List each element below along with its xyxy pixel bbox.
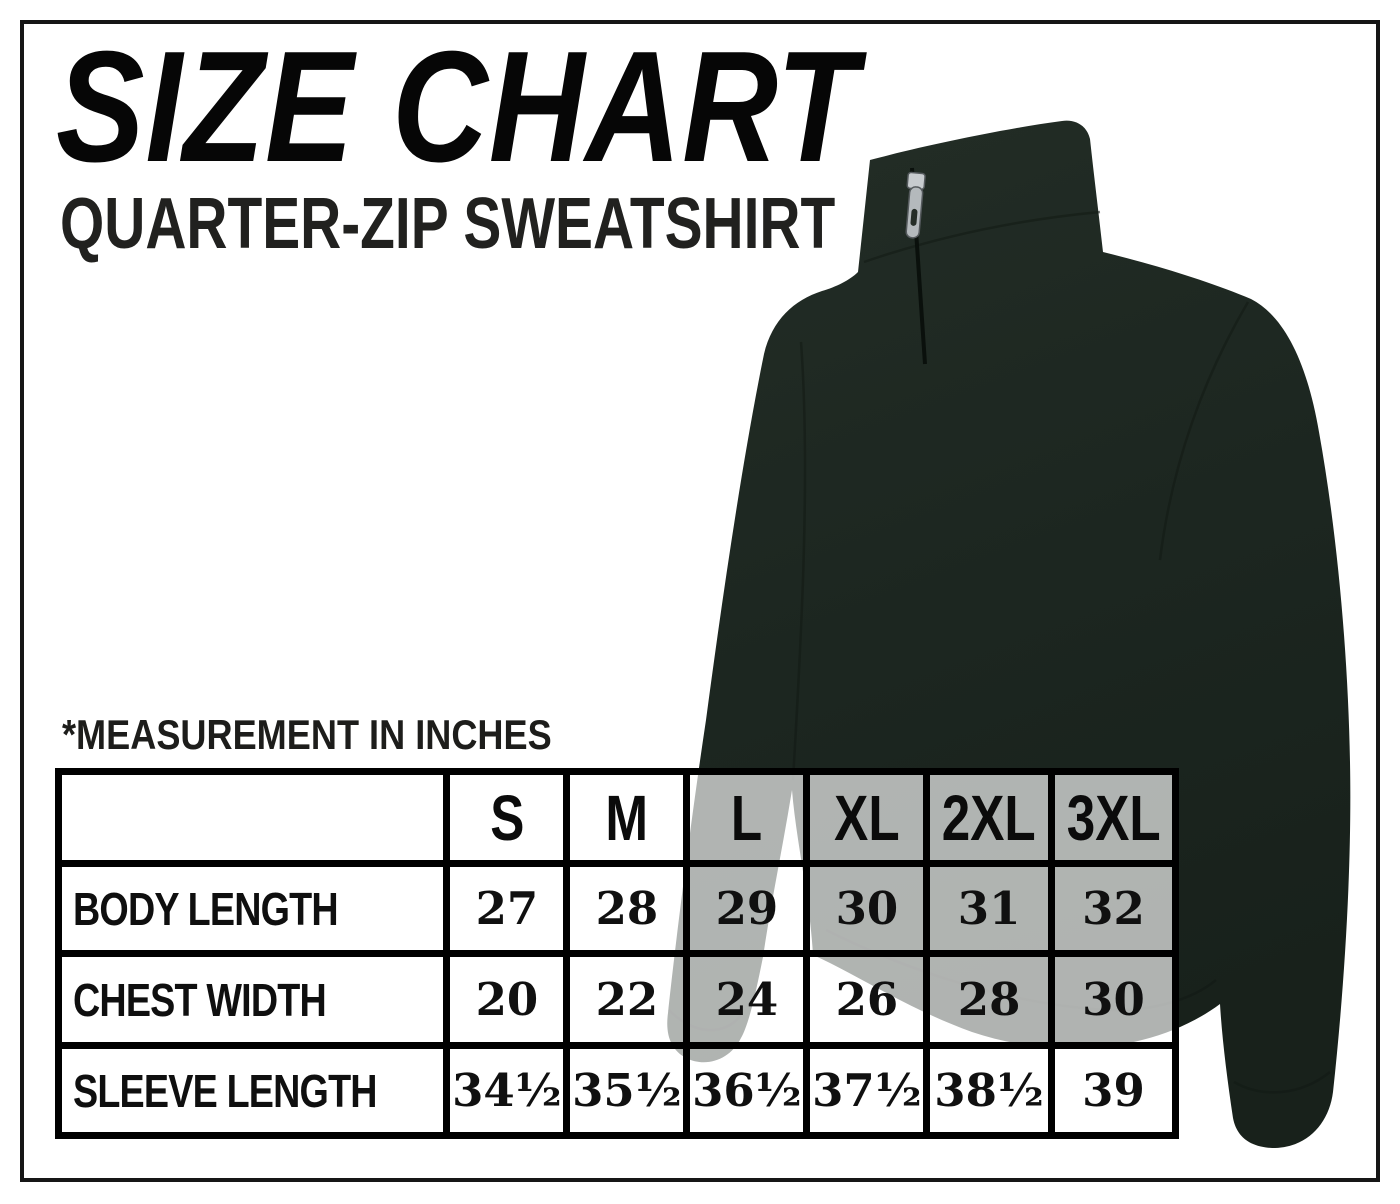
cell-body-length-3xl: 32 xyxy=(1047,860,1180,957)
cell-body-length-s: 27 xyxy=(443,860,571,957)
col-header-label: M xyxy=(605,781,649,854)
cell-sleeve-length-2xl: 38½ xyxy=(923,1042,1055,1139)
cell-value: 26 xyxy=(835,973,899,1026)
cell-value: 39 xyxy=(1082,1064,1145,1117)
cell-value: 32 xyxy=(1082,882,1145,935)
cell-chest-width-3xl: 30 xyxy=(1047,950,1180,1049)
cell-body-length-xl: 30 xyxy=(803,860,931,957)
row-label-text: BODY LENGTH xyxy=(73,882,339,935)
col-header-2xl: 2XL xyxy=(923,768,1055,867)
cell-value: 35½ xyxy=(572,1064,682,1117)
cell-sleeve-length-l: 36½ xyxy=(683,1042,811,1139)
cell-value: 30 xyxy=(835,882,899,935)
cell-value: 29 xyxy=(715,882,779,935)
col-header-xl: XL xyxy=(803,768,931,867)
measurement-note: *MEASUREMENT IN INCHES xyxy=(62,711,552,758)
col-header-m: M xyxy=(563,768,691,867)
col-header-label: S xyxy=(489,781,524,854)
col-header-label: 2XL xyxy=(942,781,1037,854)
cell-sleeve-length-xl: 37½ xyxy=(803,1042,931,1139)
cell-chest-width-m: 22 xyxy=(563,950,691,1049)
cell-sleeve-length-3xl: 39 xyxy=(1047,1042,1180,1139)
cell-value: 27 xyxy=(475,882,539,935)
cell-chest-width-l: 24 xyxy=(683,950,811,1049)
table-row-sleeve-length: SLEEVE LENGTH 34½ 35½ 36½ 37½ 38½ 39 xyxy=(54,1042,1180,1139)
page-subtitle: QUARTER-ZIP SWEATSHIRT xyxy=(60,184,836,264)
zipper-pull-icon xyxy=(905,171,926,239)
cell-value: 34½ xyxy=(452,1064,562,1117)
cell-value: 22 xyxy=(595,973,659,1026)
cell-chest-width-s: 20 xyxy=(443,950,571,1049)
table-row-chest-width: CHEST WIDTH 20 22 24 26 28 30 xyxy=(54,950,1180,1049)
cell-value: 24 xyxy=(715,973,779,1026)
cell-chest-width-xl: 26 xyxy=(803,950,931,1049)
corner-cell xyxy=(54,768,451,867)
cell-body-length-m: 28 xyxy=(563,860,691,957)
cell-value: 38½ xyxy=(934,1064,1044,1117)
cell-body-length-l: 29 xyxy=(683,860,811,957)
col-header-label: 3XL xyxy=(1066,781,1161,854)
cell-body-length-2xl: 31 xyxy=(923,860,1055,957)
col-header-s: S xyxy=(443,768,571,867)
row-label-body-length: BODY LENGTH xyxy=(54,860,451,957)
cell-value: 28 xyxy=(595,882,659,935)
page-title: SIZE CHART xyxy=(56,19,859,195)
cell-value: 20 xyxy=(475,973,539,1026)
header-row: S M L XL 2XL 3XL xyxy=(54,768,1180,867)
col-header-l: L xyxy=(683,768,811,867)
row-label-text: SLEEVE LENGTH xyxy=(73,1064,378,1117)
cell-value: 36½ xyxy=(692,1064,802,1117)
cell-value: 31 xyxy=(957,882,1021,935)
cell-sleeve-length-m: 35½ xyxy=(563,1042,691,1139)
col-header-label: XL xyxy=(834,781,900,854)
row-label-text: CHEST WIDTH xyxy=(73,973,327,1026)
cell-value: 30 xyxy=(1082,973,1145,1026)
cell-sleeve-length-s: 34½ xyxy=(443,1042,571,1139)
row-label-chest-width: CHEST WIDTH xyxy=(54,950,451,1049)
row-label-sleeve-length: SLEEVE LENGTH xyxy=(54,1042,451,1139)
cell-value: 37½ xyxy=(812,1064,922,1117)
cell-chest-width-2xl: 28 xyxy=(923,950,1055,1049)
table-row-body-length: BODY LENGTH 27 28 29 30 31 32 xyxy=(54,860,1180,957)
col-header-3xl: 3XL xyxy=(1047,768,1180,867)
cell-value: 28 xyxy=(957,973,1021,1026)
col-header-label: L xyxy=(731,781,763,854)
size-table: S M L XL 2XL 3XL BODY LENGTH 27 28 29 30… xyxy=(54,768,1180,1139)
